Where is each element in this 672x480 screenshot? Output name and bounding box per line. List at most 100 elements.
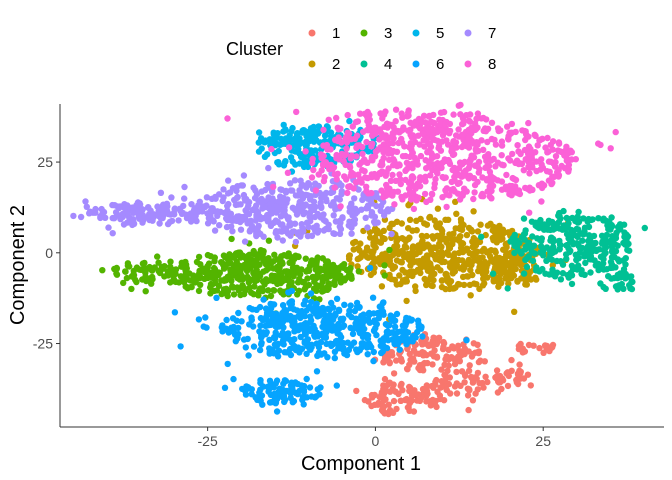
data-point: [526, 164, 533, 171]
data-point: [538, 161, 545, 168]
data-point: [416, 366, 424, 374]
data-point: [248, 386, 255, 393]
data-point: [308, 343, 315, 351]
data-point: [148, 273, 156, 281]
data-point: [398, 135, 405, 143]
data-point: [563, 143, 570, 150]
data-point: [409, 164, 416, 172]
data-point: [222, 254, 229, 261]
data-point: [390, 381, 397, 388]
data-point: [295, 204, 302, 211]
data-point: [157, 215, 165, 222]
data-point: [543, 244, 551, 251]
data-point: [552, 153, 560, 160]
data-point: [297, 333, 304, 341]
data-point: [237, 226, 245, 233]
data-point: [549, 344, 556, 351]
data-point: [469, 243, 476, 251]
data-point: [257, 135, 265, 142]
data-point: [556, 225, 563, 232]
data-point: [270, 131, 277, 138]
data-point: [375, 255, 383, 262]
data-point: [365, 194, 372, 202]
data-point: [312, 266, 319, 273]
data-point: [368, 143, 375, 150]
data-point: [237, 291, 244, 299]
legend-label-7: 7: [488, 25, 496, 42]
data-point: [324, 283, 331, 290]
data-point: [268, 145, 275, 153]
data-point: [225, 177, 232, 184]
data-point: [620, 257, 627, 264]
data-point: [457, 111, 464, 118]
data-point: [271, 394, 278, 401]
data-point: [510, 175, 518, 183]
data-point: [455, 171, 462, 179]
data-point: [607, 264, 614, 272]
data-point: [336, 196, 343, 203]
data-point: [209, 205, 216, 212]
data-point: [612, 248, 620, 255]
data-point: [161, 273, 168, 280]
data-point: [333, 295, 341, 302]
data-point: [557, 276, 565, 283]
data-point: [388, 220, 395, 227]
data-point: [323, 141, 331, 149]
data-point: [348, 230, 355, 237]
data-point: [508, 120, 516, 128]
legend-key-7: [464, 29, 472, 37]
data-point: [268, 210, 275, 217]
data-point: [333, 176, 340, 183]
data-point: [467, 266, 474, 274]
data-point: [527, 382, 534, 389]
data-point: [272, 400, 279, 407]
data-point: [430, 244, 438, 251]
data-point: [573, 240, 581, 247]
data-point: [523, 281, 530, 288]
data-point: [622, 274, 629, 281]
data-point: [218, 259, 226, 266]
data-point: [593, 247, 600, 255]
data-point: [617, 270, 624, 277]
data-point: [389, 192, 396, 199]
data-point: [336, 230, 344, 237]
data-point: [458, 241, 465, 248]
data-point: [119, 213, 127, 221]
data-point: [146, 263, 153, 271]
data-point: [597, 280, 604, 287]
data-point: [339, 317, 346, 324]
data-point: [535, 182, 543, 189]
data-point: [470, 175, 478, 182]
data-point: [555, 171, 563, 179]
data-point: [147, 207, 154, 214]
data-point: [434, 264, 441, 271]
data-point: [341, 152, 348, 159]
data-point: [465, 117, 473, 125]
data-point: [133, 278, 140, 286]
data-point: [255, 129, 263, 136]
data-point: [611, 241, 619, 248]
data-point: [323, 329, 330, 336]
data-point: [273, 140, 280, 147]
data-point: [212, 195, 219, 202]
data-point: [202, 314, 209, 321]
data-point: [248, 316, 255, 324]
data-point: [380, 338, 387, 345]
data-point: [416, 248, 423, 256]
data-point: [523, 263, 531, 271]
data-point: [196, 273, 204, 280]
data-point: [361, 110, 369, 118]
data-point: [477, 357, 484, 364]
data-point: [412, 287, 419, 295]
data-point: [446, 120, 454, 128]
data-point: [255, 292, 262, 299]
legend-key-2: [308, 60, 316, 68]
data-point: [383, 145, 390, 153]
data-point: [266, 377, 274, 384]
data-point: [263, 316, 271, 324]
data-point: [425, 277, 432, 284]
data-point: [607, 258, 615, 266]
data-point: [230, 375, 237, 383]
data-point: [453, 390, 461, 397]
data-point: [349, 123, 356, 130]
